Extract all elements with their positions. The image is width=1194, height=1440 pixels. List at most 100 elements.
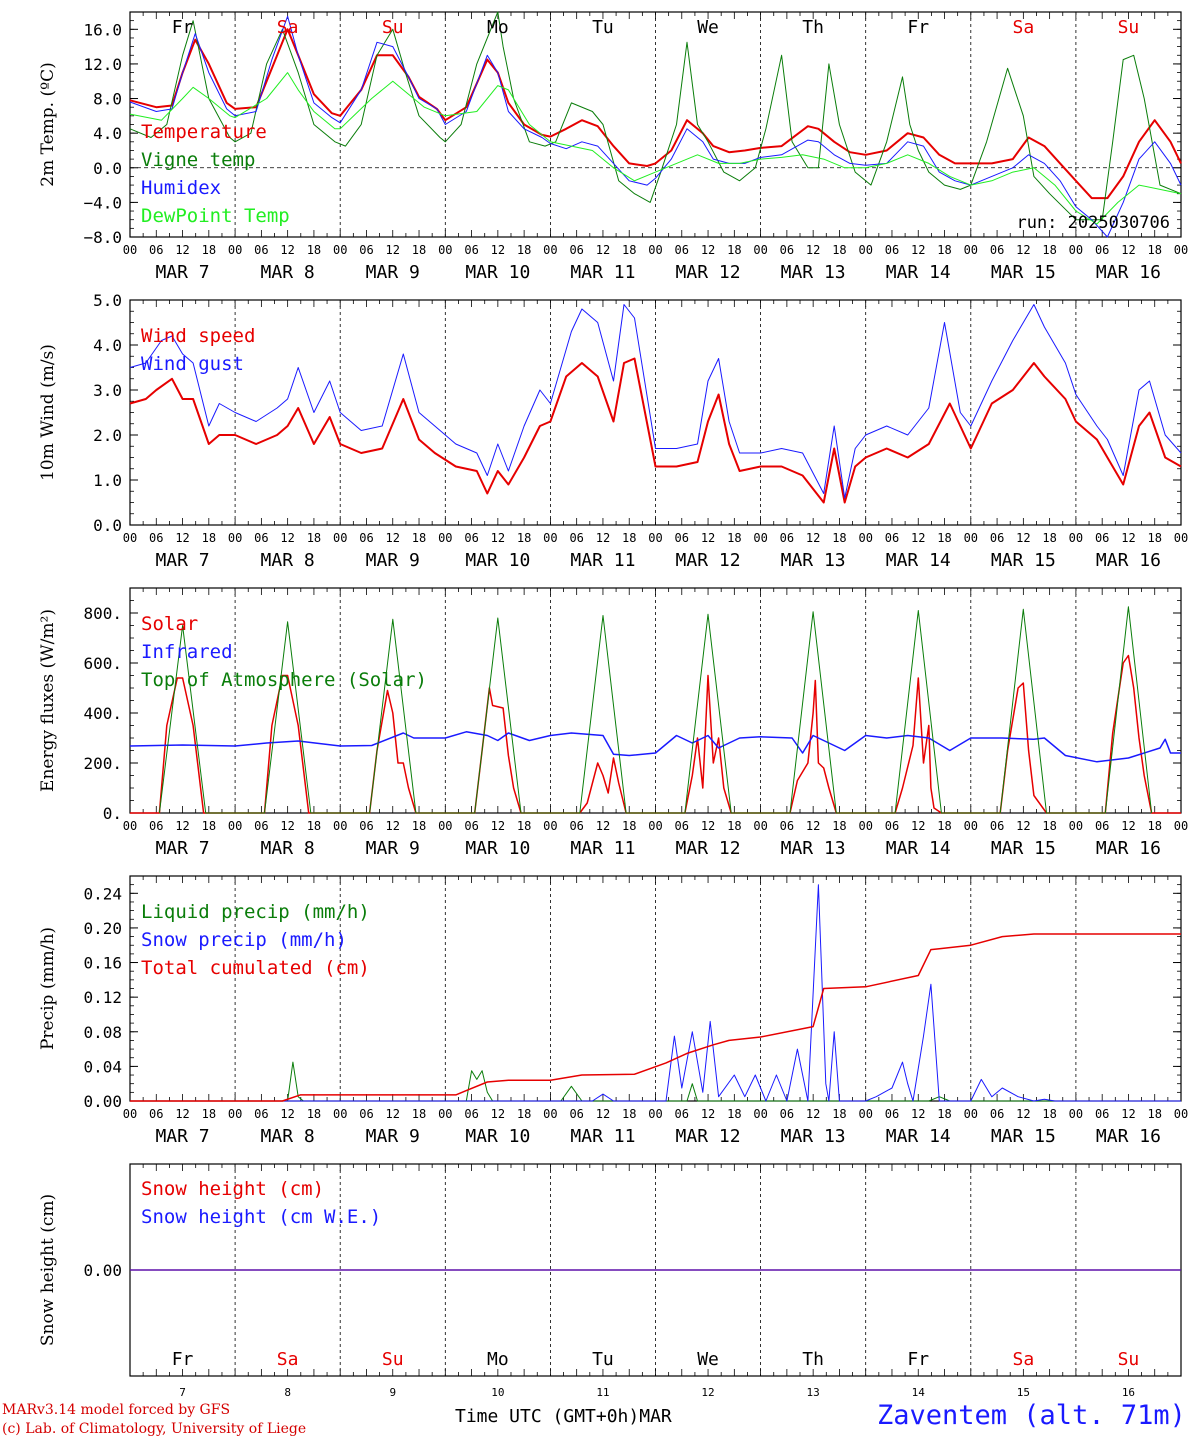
hour-tick-label: 00 [333, 531, 347, 545]
date-number: 7 [179, 1386, 186, 1399]
hour-tick-label: 18 [307, 531, 321, 545]
hour-tick-label: 00 [858, 819, 872, 833]
y-tick-label: 0.24 [83, 884, 122, 903]
hour-tick-label: 00 [964, 243, 978, 257]
hour-tick-label: 06 [149, 1107, 163, 1121]
date-label: MAR 9 [366, 550, 420, 571]
hour-tick-label: 12 [1121, 1107, 1135, 1121]
hour-tick-label: 06 [885, 1107, 899, 1121]
day-label: Sa [1013, 17, 1035, 38]
hour-tick-label: 18 [727, 531, 741, 545]
date-label: MAR 8 [261, 550, 315, 571]
hour-tick-label: 12 [911, 819, 925, 833]
y-axis-label: Energy fluxes (W/m²) [38, 609, 58, 792]
day-label: Su [382, 1349, 404, 1370]
hour-tick-label: 12 [386, 819, 400, 833]
hour-tick-label: 06 [885, 243, 899, 257]
y-tick-label: 0.20 [83, 919, 122, 938]
hour-tick-label: 06 [464, 531, 478, 545]
series-line-total-cumulated-cm [130, 933, 1181, 1102]
hour-tick-label: 00 [123, 243, 137, 257]
hour-tick-label: 06 [990, 1107, 1004, 1121]
series-line-wind-speed [129, 357, 1182, 504]
hour-tick-label: 18 [937, 1107, 951, 1121]
hour-tick-label: 12 [491, 243, 505, 257]
hour-tick-label: 12 [806, 243, 820, 257]
hour-tick-label: 06 [254, 1107, 268, 1121]
hour-tick-label: 06 [254, 243, 268, 257]
day-label: Sa [277, 1349, 299, 1370]
day-label: Tu [592, 17, 614, 38]
hour-tick-label: 00 [438, 531, 452, 545]
date-label: MAR 9 [366, 838, 420, 859]
panel-snow: 0.00 Snow height (cm) Snow height (cm) Snow… [38, 1163, 1182, 1399]
hour-tick-label: 12 [911, 531, 925, 545]
date-label: MAR 10 [465, 1126, 530, 1147]
date-number: 16 [1122, 1386, 1135, 1399]
day-label: We [697, 17, 719, 38]
hour-tick-label: 12 [701, 531, 715, 545]
hour-tick-label: 06 [149, 531, 163, 545]
time-axis-label: Time UTC (GMT+0h)MAR [455, 1406, 672, 1427]
hour-tick-label: 00 [543, 531, 557, 545]
lab-credit: (c) Lab. of Climatology, University of L… [2, 1421, 307, 1437]
hour-tick-label: 00 [648, 819, 662, 833]
date-label: MAR 10 [465, 838, 530, 859]
hour-tick-label: 12 [175, 1107, 189, 1121]
y-tick-label: −8.0 [83, 228, 122, 247]
y-tick-label: 2.0 [93, 426, 122, 445]
date-number: 14 [912, 1386, 926, 1399]
hour-tick-label: 06 [1095, 531, 1109, 545]
time-axis-month: MAR [639, 1406, 672, 1427]
series-line-humidex [129, 15, 1182, 238]
hour-tick-label: 12 [1016, 243, 1030, 257]
hour-tick-label: 12 [806, 1107, 820, 1121]
hour-tick-label: 12 [491, 531, 505, 545]
hour-tick-label: 00 [123, 819, 137, 833]
hour-tick-label: 00 [543, 819, 557, 833]
y-tick-label: 0.16 [83, 954, 122, 973]
hour-tick-label: 18 [937, 531, 951, 545]
hour-tick-label: 12 [175, 819, 189, 833]
series-line-top-of-atmosphere-solar [158, 606, 1153, 814]
y-tick-label: 8.0 [93, 90, 122, 109]
day-label: Tu [592, 1349, 614, 1370]
hour-tick-label: 12 [280, 1107, 294, 1121]
panel-precip: 0.00 0.04 0.08 0.12 0.16 0.20 0.24 Precip (mm/h… [38, 875, 1188, 1147]
y-tick-label: 5.0 [93, 291, 122, 310]
hour-tick-label: 00 [1069, 1107, 1083, 1121]
hour-tick-label: 06 [990, 243, 1004, 257]
legend-entry: Top of Atmosphere (Solar) [141, 669, 427, 691]
hour-tick-label: 06 [464, 819, 478, 833]
hour-tick-label: 00 [438, 1107, 452, 1121]
hour-tick-label: 12 [175, 243, 189, 257]
hour-tick-label: 00 [333, 243, 347, 257]
legend-entry: Temperature [141, 121, 267, 143]
hour-tick-label: 18 [517, 243, 531, 257]
date-label: MAR 7 [155, 838, 209, 859]
date-label: MAR 13 [781, 550, 846, 571]
hour-tick-label: 00 [438, 243, 452, 257]
series-line-solar [130, 654, 1181, 814]
hour-tick-label: 18 [1147, 531, 1161, 545]
hour-tick-label: 00 [1069, 819, 1083, 833]
hour-tick-label: 06 [359, 531, 373, 545]
hour-tick-label: 00 [543, 1107, 557, 1121]
day-label: Mo [487, 1349, 509, 1370]
date-label: MAR 14 [886, 838, 951, 859]
date-label: MAR 11 [570, 550, 635, 571]
hour-tick-label: 00 [1069, 243, 1083, 257]
hour-tick-label: 00 [753, 1107, 767, 1121]
day-label: Th [802, 1349, 824, 1370]
hour-tick-label: 12 [1016, 531, 1030, 545]
date-label: MAR 8 [261, 262, 315, 283]
hour-tick-label: 12 [911, 243, 925, 257]
hour-tick-label: 18 [412, 819, 426, 833]
date-label: MAR 16 [1096, 1126, 1161, 1147]
hour-tick-label: 18 [1147, 1107, 1161, 1121]
hour-tick-label: 00 [648, 531, 662, 545]
day-label: We [697, 1349, 719, 1370]
y-tick-label: 600. [83, 654, 122, 673]
hour-tick-label: 12 [280, 243, 294, 257]
y-tick-label: 800. [83, 604, 122, 623]
